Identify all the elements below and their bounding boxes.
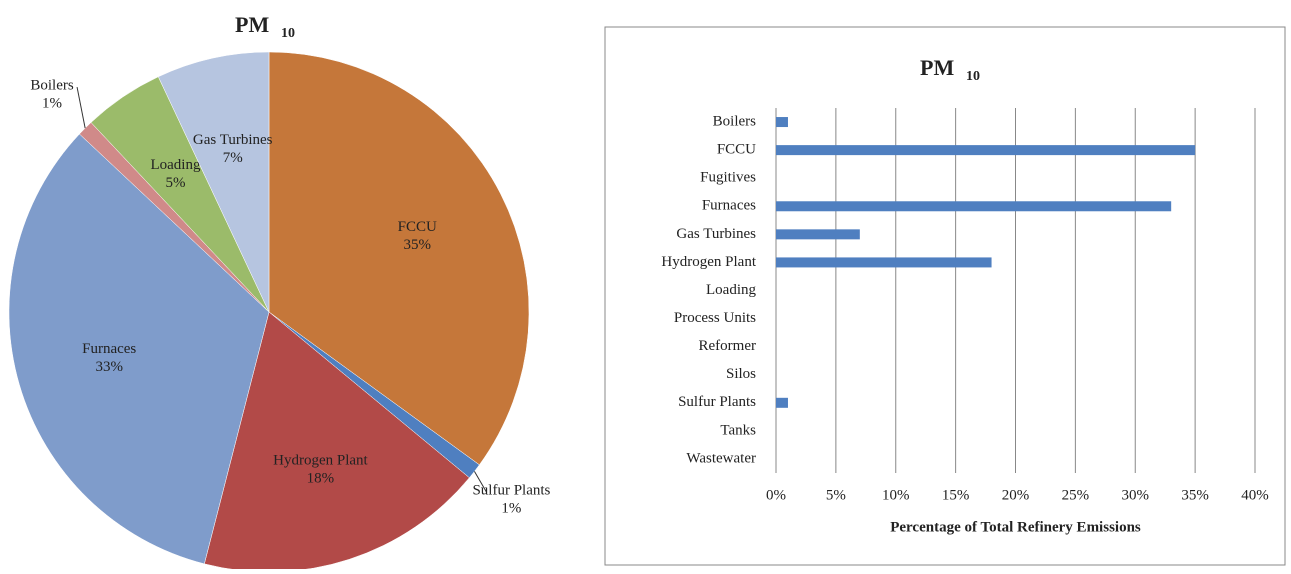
slice-label: Hydrogen Plant <box>273 453 368 469</box>
slice-value-label: 7% <box>223 150 243 166</box>
bar <box>776 145 1196 156</box>
x-tick-label: 20% <box>1002 487 1030 503</box>
slice-label: Loading <box>150 157 200 173</box>
x-tick-label: 10% <box>882 487 910 503</box>
slice-value-label: 1% <box>42 95 62 111</box>
bar <box>776 201 1172 212</box>
y-tick-label: Furnaces <box>702 198 756 214</box>
x-tick-label: 35% <box>1181 487 1209 503</box>
y-tick-label: Process Units <box>674 310 756 326</box>
x-tick-label: 25% <box>1062 487 1090 503</box>
y-tick-label: Fugitives <box>700 170 756 186</box>
x-tick-label: 15% <box>942 487 970 503</box>
slice-value-label: 35% <box>404 237 432 253</box>
pie-slice <box>268 51 530 466</box>
x-tick-label: 5% <box>826 487 846 503</box>
y-tick-label: Reformer <box>699 338 756 354</box>
y-tick-label: Boilers <box>713 113 756 129</box>
bar <box>776 117 788 128</box>
pie-slice <box>157 51 270 313</box>
slice-value-label: 5% <box>165 175 185 191</box>
pie-title: PM <box>235 12 269 37</box>
y-tick-label: Tanks <box>720 422 756 438</box>
slice-value-label: 1% <box>501 500 521 516</box>
slice-label: Furnaces <box>82 341 136 357</box>
x-tick-label: 40% <box>1241 487 1269 503</box>
slice-value-label: 18% <box>307 471 335 487</box>
leader-line <box>76 86 86 129</box>
y-tick-label: Loading <box>706 282 756 298</box>
bar <box>776 229 860 240</box>
x-tick-label: 30% <box>1122 487 1150 503</box>
y-tick-label: Wastewater <box>686 450 756 466</box>
y-tick-label: Hydrogen Plant <box>661 254 756 270</box>
pie-slice <box>8 133 270 565</box>
x-axis-title: Percentage of Total Refinery Emissions <box>890 519 1141 535</box>
slice-label: Gas Turbines <box>193 132 273 148</box>
bar-title: PM <box>920 55 954 80</box>
bar-title-subscript: 10 <box>966 69 980 84</box>
slice-label: FCCU <box>398 219 437 235</box>
chart-frame <box>604 26 1286 566</box>
bar <box>776 397 788 408</box>
y-tick-label: Sulfur Plants <box>678 394 756 410</box>
x-tick-label: 0% <box>766 487 786 503</box>
y-tick-label: Silos <box>726 366 756 382</box>
leader-line <box>474 471 487 493</box>
slice-value-label: 33% <box>95 359 123 375</box>
y-tick-label: Gas Turbines <box>676 226 756 242</box>
bar <box>776 257 992 268</box>
slice-label: Sulfur Plants <box>472 482 550 498</box>
y-tick-label: FCCU <box>717 142 756 158</box>
pie-title-subscript: 10 <box>281 26 295 41</box>
slice-label: Boilers <box>30 77 73 93</box>
